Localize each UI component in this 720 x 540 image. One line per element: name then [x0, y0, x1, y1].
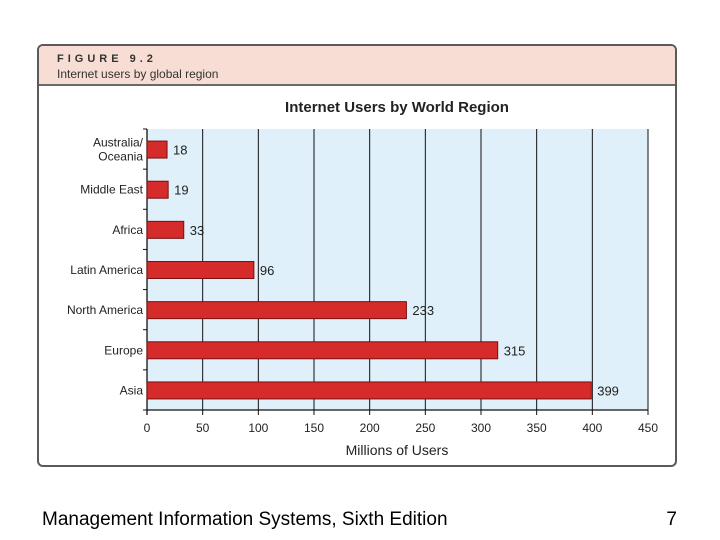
x-tick-label-450: 450 [638, 421, 658, 435]
x-tick-label-100: 100 [248, 421, 268, 435]
x-axis-label: Millions of Users [346, 442, 449, 458]
value-label-middle-east: 19 [174, 183, 188, 198]
value-label-europe: 315 [504, 343, 526, 358]
category-label-asia: Asia [120, 383, 144, 397]
x-tick-label-50: 50 [196, 421, 210, 435]
bar-europe [146, 341, 499, 360]
x-tick-label-300: 300 [471, 421, 491, 435]
book-title: Management Information Systems, Sixth Ed… [42, 509, 448, 530]
figure-header: FIGURE 9.2 Internet users by global regi… [39, 46, 675, 86]
value-label-australia-oceania: 18 [173, 143, 187, 158]
bar-north-america [146, 301, 407, 320]
figure-label: FIGURE 9.2 [57, 53, 157, 65]
category-label-middle-east: Middle East [80, 183, 143, 197]
category-label-australia-oceania: Australia/Oceania [93, 136, 144, 164]
value-label-africa: 33 [190, 223, 204, 238]
category-label-europe: Europe [104, 343, 143, 357]
value-label-latin-america: 96 [260, 263, 274, 278]
bar-middle-east [146, 180, 169, 199]
x-tick-label-350: 350 [527, 421, 547, 435]
x-tick-label-200: 200 [360, 421, 380, 435]
bar-latin-america [146, 261, 255, 279]
category-label-north-america: North America [67, 303, 143, 317]
x-tick-label-400: 400 [582, 421, 602, 435]
category-label-latin-america: Latin America [70, 263, 143, 277]
chart-title: Internet Users by World Region [285, 99, 509, 116]
x-tick-label-150: 150 [304, 421, 324, 435]
bar-africa [146, 220, 185, 239]
bar-australia-oceania [146, 140, 168, 159]
figure-caption: Internet users by global region [57, 67, 219, 81]
page-number: 7 [666, 509, 677, 530]
value-label-north-america: 233 [412, 303, 434, 318]
category-label-africa: Africa [112, 223, 143, 237]
bar-asia [146, 381, 592, 400]
x-tick-label-0: 0 [144, 421, 151, 435]
value-label-asia: 399 [597, 383, 619, 398]
x-tick-label-250: 250 [415, 421, 435, 435]
